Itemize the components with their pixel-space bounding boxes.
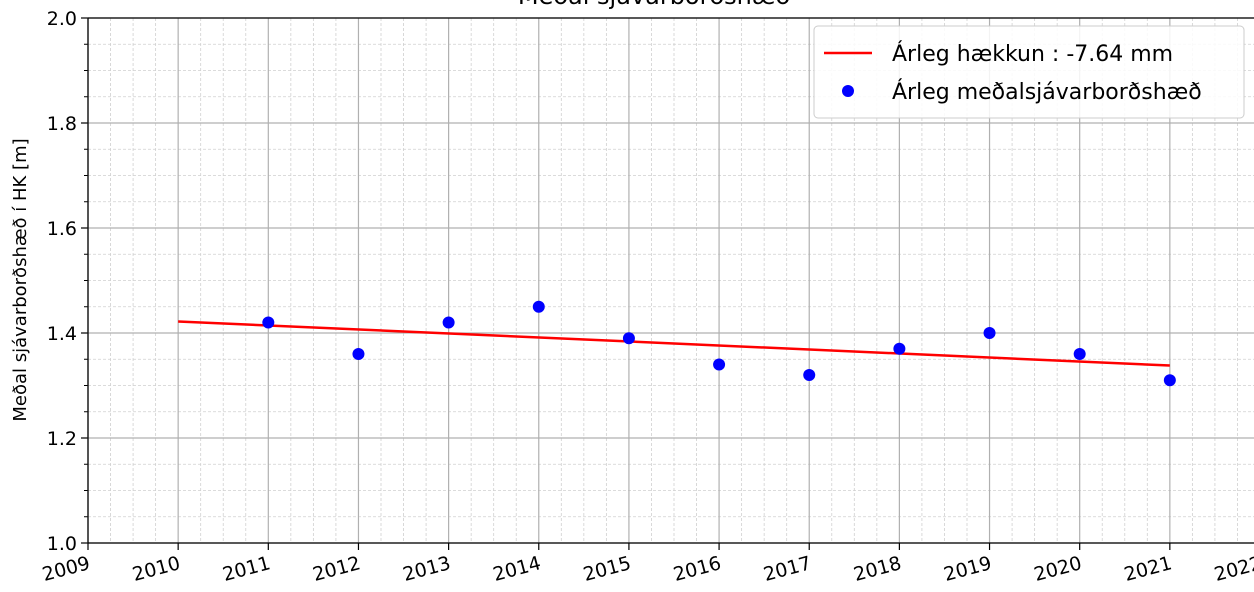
y-tick-label: 1.6 xyxy=(47,218,77,240)
y-tick-label: 1.4 xyxy=(47,323,77,345)
x-tick-label: 2018 xyxy=(851,552,903,586)
x-tick-label: 2020 xyxy=(1032,552,1084,586)
legend-label: Árleg hækkun : -7.64 mm xyxy=(892,41,1173,67)
chart-title: Meðal sjávarborðshæð xyxy=(518,0,790,10)
x-tick-label: 2009 xyxy=(40,552,92,586)
legend-marker xyxy=(842,85,854,97)
data-point xyxy=(1073,348,1086,360)
x-tick-label: 2013 xyxy=(401,552,453,586)
y-tick-label: 2.0 xyxy=(47,8,77,30)
data-point xyxy=(803,369,816,381)
y-tick-label: 1.0 xyxy=(47,533,77,555)
legend-label: Árleg meðalsjávarborðshæð xyxy=(892,79,1202,105)
data-point xyxy=(532,300,545,313)
data-point xyxy=(442,316,455,329)
y-tick-label: 1.2 xyxy=(47,428,77,450)
y-tick-label: 1.8 xyxy=(47,113,77,135)
data-point xyxy=(622,332,635,345)
x-tick-label: 2015 xyxy=(581,552,633,586)
y-axis-label: Meðal sjávarborðshæð í HK [m] xyxy=(10,138,31,421)
x-tick-label: 2014 xyxy=(491,552,543,586)
x-tick-label: 2011 xyxy=(220,552,272,586)
x-tick-label: 2016 xyxy=(671,552,723,586)
x-tick-label: 2021 xyxy=(1122,552,1174,586)
x-tick-label: 2010 xyxy=(130,552,182,586)
data-point xyxy=(713,358,726,371)
data-point xyxy=(262,316,275,329)
x-tick-label: 2022 xyxy=(1212,552,1254,586)
data-point xyxy=(1163,374,1176,387)
x-tick-label: 2012 xyxy=(310,552,362,586)
data-point xyxy=(983,327,996,339)
trend-line xyxy=(178,320,1170,367)
legend-box xyxy=(813,25,1245,119)
data-point xyxy=(352,348,365,360)
x-tick-label: 2017 xyxy=(761,552,813,586)
x-tick-label: 2019 xyxy=(942,552,994,586)
data-point xyxy=(893,342,906,355)
